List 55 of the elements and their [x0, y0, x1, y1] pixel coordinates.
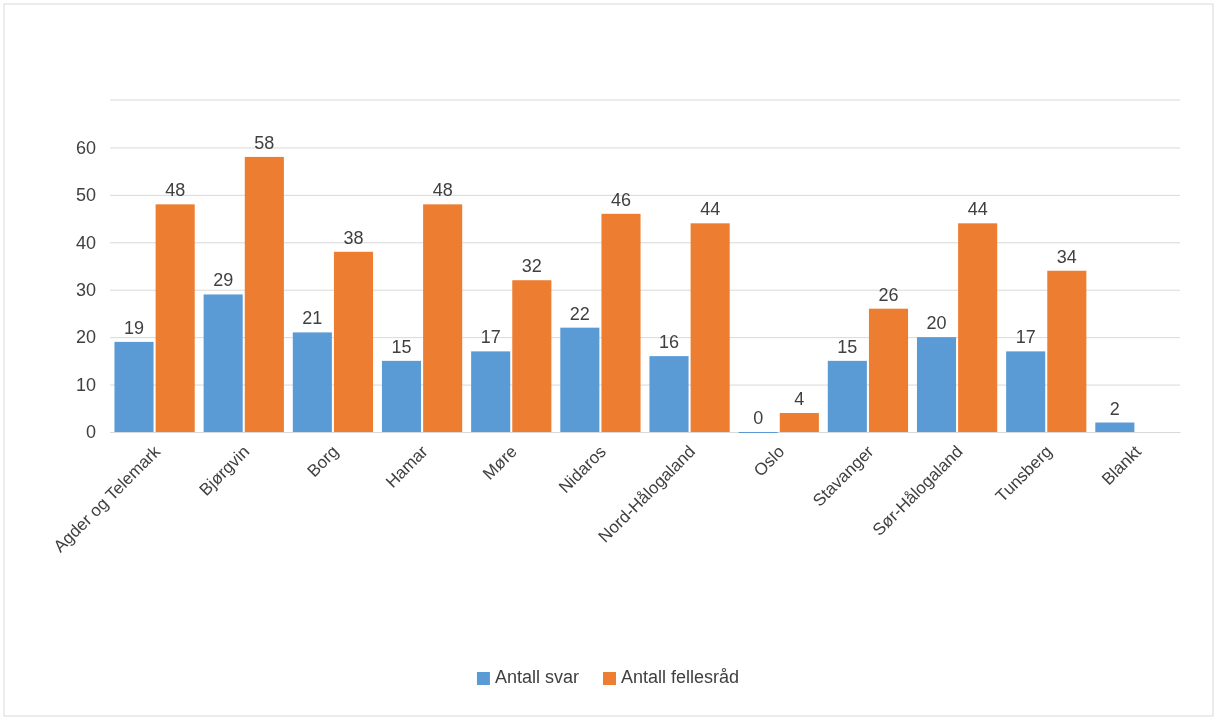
- y-tick-label: 10: [75, 374, 96, 395]
- bar: [292, 332, 332, 432]
- data-label: 2: [1109, 398, 1120, 419]
- data-label: 15: [391, 336, 412, 357]
- y-tick-label: 50: [75, 185, 96, 206]
- data-label: 46: [610, 189, 632, 210]
- bar: [916, 337, 957, 432]
- bar: [1095, 422, 1135, 432]
- bar: [155, 204, 195, 432]
- bar: [601, 213, 641, 432]
- bar: [868, 308, 909, 432]
- bar: [1006, 351, 1046, 432]
- data-label: 0: [753, 408, 764, 428]
- data-label: 44: [700, 199, 721, 220]
- bar: [958, 223, 998, 432]
- data-label: 58: [254, 132, 275, 153]
- data-label: 48: [165, 180, 186, 201]
- data-label: 17: [1015, 327, 1036, 348]
- y-tick-label: 30: [75, 279, 96, 300]
- bar: [333, 251, 374, 432]
- bar: [381, 360, 422, 432]
- x-tick-label: Oslo: [750, 442, 789, 481]
- y-tick-label: 20: [75, 327, 96, 348]
- data-label: 38: [343, 227, 364, 248]
- data-label: 15: [837, 336, 858, 357]
- y-tick-label: 40: [75, 232, 96, 253]
- data-label: 48: [432, 180, 453, 201]
- bar: [203, 294, 243, 432]
- bar: [827, 360, 867, 432]
- bar: [690, 223, 730, 432]
- bar: [471, 351, 511, 432]
- bar: [1047, 270, 1087, 432]
- data-label: 21: [302, 308, 323, 329]
- data-label: 20: [926, 313, 947, 334]
- data-label: 22: [569, 303, 590, 324]
- bar: [114, 341, 154, 432]
- bar: [423, 204, 463, 432]
- bar: [649, 356, 689, 432]
- data-label: 44: [967, 199, 988, 220]
- y-tick-label: 0: [85, 422, 96, 443]
- data-label: 32: [521, 256, 542, 277]
- bar: [512, 280, 552, 432]
- data-label: 34: [1056, 246, 1077, 267]
- data-label: 4: [794, 389, 805, 410]
- data-label: 29: [213, 270, 234, 291]
- legend-label: Antall svar: [494, 667, 579, 687]
- legend-label: Antall fellesråd: [620, 667, 740, 687]
- data-label: 26: [878, 284, 899, 305]
- y-tick-label: 60: [75, 137, 96, 158]
- bar: [560, 327, 600, 432]
- bar: [244, 156, 284, 432]
- bar: [779, 413, 819, 432]
- data-label: 16: [658, 332, 680, 353]
- data-label: 17: [480, 327, 501, 348]
- data-label: 19: [123, 317, 145, 338]
